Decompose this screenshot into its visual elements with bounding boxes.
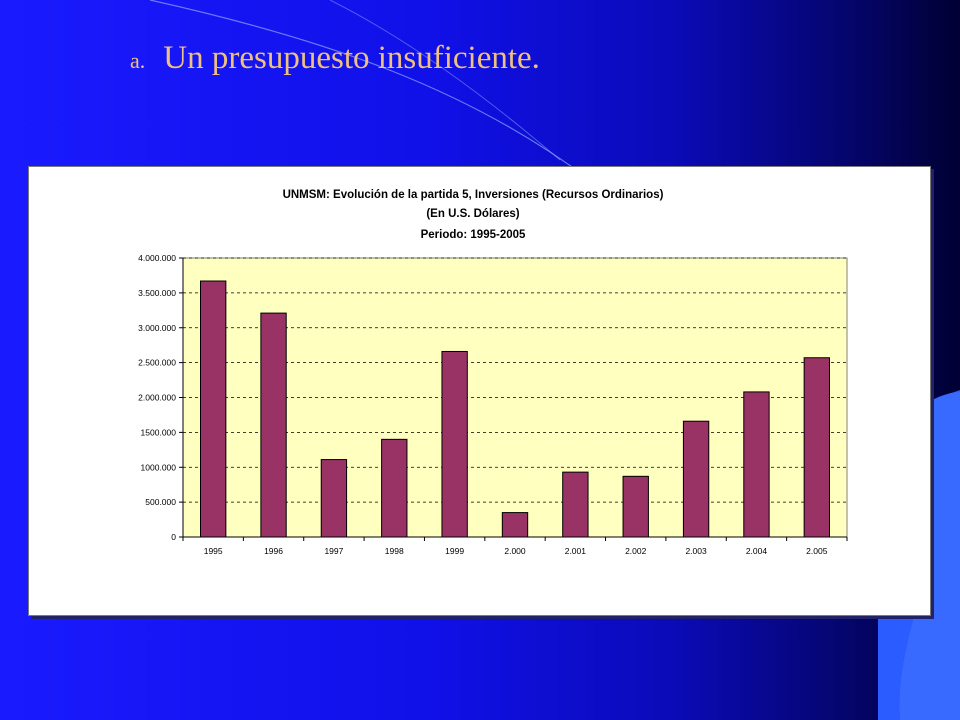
bar — [682, 420, 710, 538]
chart-title-line-1: UNMSM: Evolución de la partida 5, Invers… — [283, 189, 664, 201]
y-tick-label: 1000.000 — [141, 462, 177, 472]
bar — [743, 391, 770, 538]
slide-title-text: Un presupuesto insuficiente. — [163, 40, 540, 76]
x-tick-label: 1997 — [324, 546, 343, 556]
y-tick-label: 0 — [171, 532, 176, 542]
chart-container: UNMSM: Evolución de la partida 5, Invers… — [28, 166, 931, 616]
chart-title-line-3: Periodo: 1995-2005 — [421, 229, 526, 241]
bar — [803, 357, 830, 538]
plot-area: 0 500.000 1000.000 1500.000 2.000.000 2.500.0… — [138, 253, 848, 556]
bar — [381, 438, 408, 538]
y-tick-label: 4.000.000 — [138, 253, 176, 263]
bar — [320, 459, 348, 538]
y-tick-label: 2.500.000 — [138, 358, 176, 368]
x-tick-label: 2.003 — [685, 546, 707, 556]
y-tick-label: 2.000.000 — [138, 393, 176, 403]
bar-chart: UNMSM: Evolución de la partida 5, Invers… — [138, 189, 848, 556]
y-tick-label: 1500.000 — [141, 427, 177, 437]
bar — [260, 312, 287, 538]
bar — [622, 475, 649, 538]
bar — [441, 350, 468, 538]
y-tick-label: 3.000.000 — [138, 323, 176, 333]
x-tick-label: 1996 — [264, 546, 283, 556]
y-tick-label: 3.500.000 — [138, 288, 176, 298]
bar — [200, 280, 227, 538]
y-tick-label: 500.000 — [145, 497, 176, 507]
bar — [501, 512, 529, 538]
slide-title: a. Un presupuesto insuficiente. — [130, 40, 540, 77]
slide-title-marker: a. — [130, 48, 146, 73]
x-tick-label: 2.002 — [625, 546, 647, 556]
bar — [562, 471, 589, 538]
x-tick-label: 2.000 — [504, 546, 526, 556]
x-tick-label: 1995 — [204, 546, 223, 556]
x-tick-label: 2.001 — [565, 546, 587, 556]
chart-title-line-2: (En U.S. Dólares) — [426, 208, 519, 220]
x-tick-label: 1999 — [445, 546, 464, 556]
x-tick-label: 2.004 — [746, 546, 768, 556]
x-tick-label: 1998 — [385, 546, 404, 556]
x-tick-label: 2.005 — [806, 546, 828, 556]
